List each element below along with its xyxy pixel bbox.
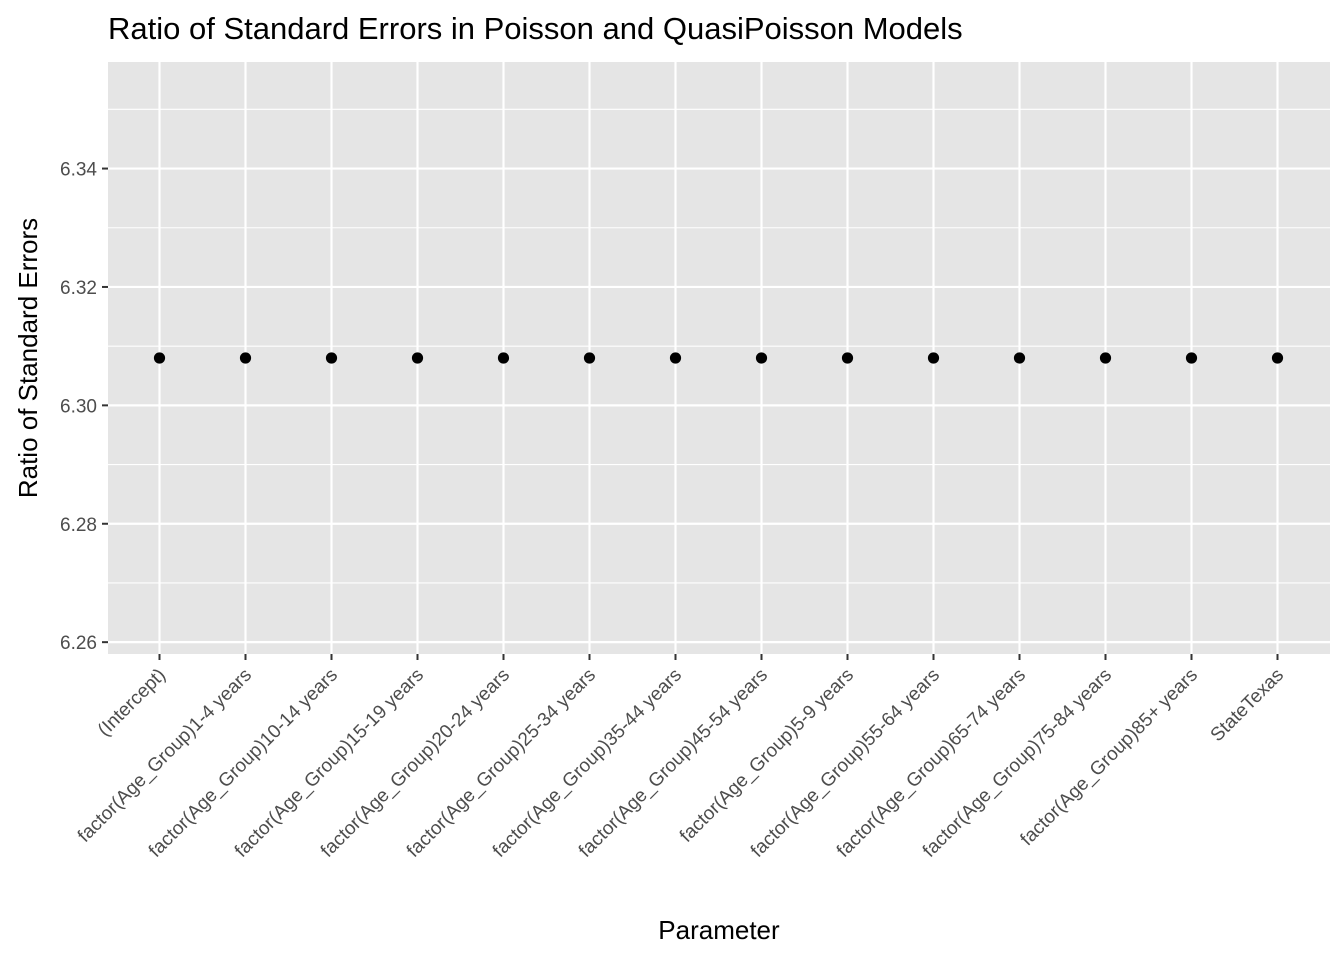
- data-point: [153, 352, 166, 364]
- x-tick-label: factor(Age_Group)1-4 years: [74, 665, 256, 847]
- x-tick-label: factor(Age_Group)75-84 years: [919, 665, 1116, 862]
- y-tick-label: 6.34: [60, 160, 97, 181]
- data-point: [1185, 352, 1198, 364]
- data-point: [583, 352, 596, 364]
- y-axis-title: Ratio of Standard Errors: [13, 218, 43, 498]
- data-point: [1271, 352, 1284, 364]
- y-tick-label: 6.28: [60, 515, 97, 536]
- x-tick-label: factor(Age_Group)20-24 years: [317, 665, 514, 862]
- data-point: [669, 352, 682, 364]
- x-tick-label: factor(Age_Group)5-9 years: [676, 665, 858, 847]
- x-tick-label: factor(Age_Group)85+ years: [1017, 665, 1202, 850]
- y-tick-label: 6.30: [60, 396, 97, 417]
- y-tick-labels: 6.26 6.28 6.30 6.32 6.34: [60, 160, 97, 655]
- x-tick-label: factor(Age_Group)10-14 years: [145, 665, 342, 862]
- x-tick-labels: (Intercept)factor(Age_Group)1-4 yearsfac…: [74, 665, 1288, 862]
- x-axis-title: Parameter: [658, 915, 780, 945]
- data-point: [325, 352, 338, 364]
- data-point: [1013, 352, 1026, 364]
- data-point: [1099, 352, 1112, 364]
- x-tick-label: factor(Age_Group)45-54 years: [575, 665, 772, 862]
- data-point: [411, 352, 424, 364]
- x-tick-label: factor(Age_Group)15-19 years: [231, 665, 428, 862]
- minor-gridlines: [108, 108, 1330, 584]
- data-points: [153, 352, 1284, 364]
- x-tick-label: StateTexas: [1207, 665, 1288, 746]
- data-point: [927, 352, 940, 364]
- data-point: [841, 352, 854, 364]
- x-tick-label: factor(Age_Group)65-74 years: [833, 665, 1030, 862]
- y-tick-label: 6.26: [60, 633, 97, 654]
- x-tick-label: factor(Age_Group)35-44 years: [489, 665, 686, 862]
- data-point: [239, 352, 252, 364]
- chart-title: Ratio of Standard Errors in Poisson and …: [108, 11, 963, 46]
- x-tick-label: factor(Age_Group)55-64 years: [747, 665, 944, 862]
- axis-ticks: [102, 167, 1279, 660]
- plot-panel: [108, 62, 1330, 654]
- x-tick-label: (Intercept): [94, 665, 170, 741]
- x-tick-label: factor(Age_Group)25-34 years: [403, 665, 600, 862]
- data-point: [755, 352, 768, 364]
- y-tick-label: 6.32: [60, 278, 97, 299]
- data-point: [497, 352, 510, 364]
